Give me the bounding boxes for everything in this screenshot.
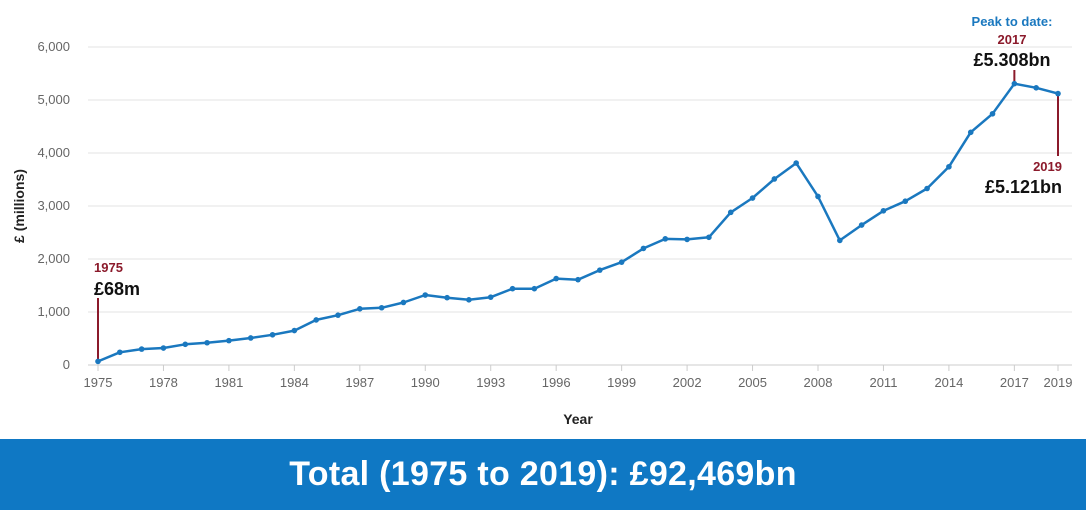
data-point (95, 358, 101, 365)
y-tick-label: 3,000 (37, 198, 70, 213)
annotation-markers (97, 70, 1059, 362)
data-point (117, 349, 123, 356)
data-point (138, 346, 145, 352)
x-axis-title: Year (563, 411, 593, 427)
y-tick-label: 6,000 (37, 39, 70, 54)
x-tick-label: 2011 (869, 375, 897, 390)
data-point (924, 185, 930, 192)
data-point (531, 285, 538, 292)
data-point (967, 129, 974, 136)
y-tick-label: 5,000 (37, 92, 70, 107)
annotation-year-1975: 1975 (94, 260, 123, 275)
data-point (357, 306, 363, 312)
data-point (837, 237, 843, 244)
y-tick-label: 0 (63, 357, 70, 372)
x-tick-label: 1981 (214, 375, 243, 390)
y-axis-title: £ (millions) (11, 169, 27, 243)
axes: 0 1,000 2,000 3,000 4,000 5,000 6,000 1975 1978 1… (11, 39, 1072, 427)
annotation-value-2017: £5.308bn (973, 50, 1050, 70)
x-tick-label: 1978 (149, 375, 178, 390)
x-tick-label: 1996 (542, 375, 571, 390)
data-point (858, 222, 865, 228)
data-point (313, 317, 319, 323)
x-tick-label: 2002 (673, 375, 702, 390)
x-tick-label: 2014 (934, 375, 963, 390)
data-point (378, 304, 385, 311)
x-tick-label: 1984 (280, 375, 309, 390)
gridlines (88, 46, 1072, 313)
x-tick-label: 1987 (345, 375, 374, 390)
x-tick-label: 2008 (804, 375, 833, 390)
data-point (771, 176, 778, 182)
y-tick-label: 4,000 (37, 145, 70, 160)
data-point (618, 259, 625, 265)
y-tick-label: 1,000 (37, 304, 70, 319)
annotation-year-2017: 2017 (998, 32, 1027, 47)
data-point (1011, 80, 1018, 87)
data-point (422, 292, 429, 298)
data-point (662, 236, 669, 242)
x-tick-label: 2005 (738, 375, 767, 390)
data-point (487, 294, 494, 300)
data-point (749, 195, 756, 201)
annotation-value-2019: £5.121bn (985, 177, 1062, 197)
y-tick-label: 2,000 (37, 251, 70, 266)
series-line (96, 82, 1060, 363)
data-point (291, 327, 298, 334)
data-point (226, 337, 232, 344)
data-point (575, 276, 581, 283)
x-tick-label: 2019 (1044, 375, 1073, 390)
annotation-heading-peak: Peak to date: (972, 14, 1053, 29)
data-point (880, 207, 887, 214)
data-point (466, 297, 472, 303)
total-text: Total (1975 to 2019): £92,469bn (289, 455, 797, 493)
data-point (640, 245, 647, 252)
data-point (902, 198, 909, 205)
data-point (793, 160, 799, 166)
annotation-year-2019: 2019 (1033, 159, 1062, 174)
data-point (247, 335, 254, 341)
line-chart: 0 1,000 2,000 3,000 4,000 5,000 6,000 1975 1978 1… (11, 14, 1072, 427)
annotation-labels: 1975 £68m Peak to date: 2017 £5.308bn 2019 £5.… (94, 14, 1062, 299)
annotation-value-1975: £68m (94, 279, 140, 299)
data-point (727, 209, 734, 216)
data-point (553, 275, 559, 282)
data-point (182, 341, 189, 348)
total-banner: Total (1975 to 2019): £92,469bn (0, 439, 1086, 510)
series-layer (95, 80, 1061, 365)
x-tick-label: 1975 (84, 375, 113, 390)
x-tick-label: 1999 (607, 375, 636, 390)
data-point (1055, 90, 1061, 97)
data-point (684, 236, 690, 243)
data-point (989, 110, 996, 117)
data-point (597, 267, 603, 273)
x-tick-label: 1993 (476, 375, 505, 390)
data-point (400, 299, 407, 306)
x-tick-label: 2017 (1000, 375, 1029, 390)
data-point (160, 345, 167, 351)
data-point (815, 193, 821, 200)
x-tick-label: 1990 (411, 375, 440, 390)
data-point (706, 234, 712, 241)
data-point (204, 339, 210, 346)
data-point (335, 312, 341, 318)
data-point (509, 285, 516, 292)
data-point (946, 163, 952, 170)
data-point (269, 331, 276, 338)
data-point (444, 294, 450, 301)
data-point (1033, 85, 1039, 91)
